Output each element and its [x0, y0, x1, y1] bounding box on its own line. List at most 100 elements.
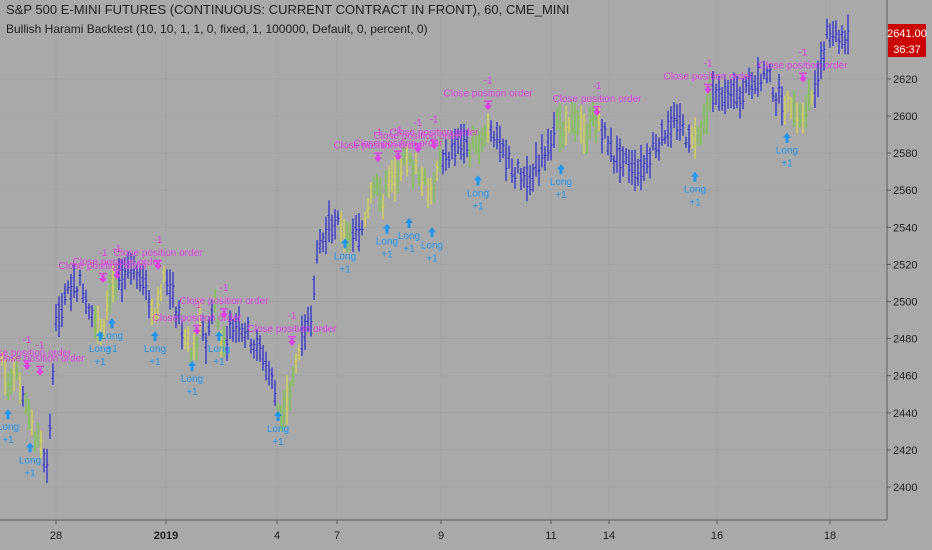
long-label: Long	[334, 251, 356, 262]
price-axis[interactable]: 2400 2420 2440 2460 2480 2500 2520 2540 2560 2580…	[887, 74, 917, 494]
long-qty: +1	[426, 253, 438, 264]
close-label: Close position order	[390, 127, 480, 138]
x-tick-label: 18	[824, 530, 836, 542]
up-arrow-icon	[96, 331, 104, 342]
close-order-marker: Close position order-1	[180, 283, 269, 319]
up-arrow-icon	[383, 223, 391, 234]
close-qty: -1	[288, 311, 297, 322]
down-arrow-icon	[193, 326, 201, 335]
close-qty: -1	[704, 59, 713, 70]
close-qty: -1	[593, 81, 602, 92]
long-entry-marker: Long +1	[101, 318, 123, 355]
long-entry-marker: Long +1	[0, 409, 19, 446]
bar-icon	[154, 259, 162, 262]
up-arrow-icon	[4, 409, 12, 420]
long-label: Long	[89, 344, 111, 355]
long-entry-marker: Long +1	[334, 238, 356, 275]
long-qty: +1	[781, 159, 793, 170]
bar-icon	[288, 336, 296, 338]
long-label: Long	[398, 231, 420, 242]
close-order-marker: Close position order -1	[59, 248, 149, 283]
close-label: Close position order	[59, 261, 149, 272]
up-arrow-icon	[428, 227, 436, 238]
long-qty: +1	[94, 357, 106, 368]
close-order-marker: Close position order-1	[553, 81, 642, 116]
up-arrow-icon	[405, 218, 413, 229]
close-qty: -1	[23, 335, 32, 346]
long-label: Long	[208, 344, 230, 355]
down-arrow-icon	[593, 108, 601, 116]
long-label: Long	[0, 422, 19, 433]
close-qty: -1	[113, 244, 122, 255]
long-entry-marker: Long +1	[181, 360, 203, 398]
long-entry-marker: Long +1	[550, 164, 572, 201]
y-tick-label: 2620	[893, 74, 917, 86]
long-entry-marker: Long +1	[398, 218, 420, 255]
close-label: Close position order	[334, 140, 424, 151]
long-qty: +1	[106, 344, 118, 355]
x-tick-label: 16	[711, 530, 723, 542]
y-tick-label: 2440	[893, 408, 917, 420]
bar-icon	[430, 139, 438, 141]
long-qty: +1	[149, 357, 161, 368]
countdown-box	[888, 41, 926, 57]
up-arrow-icon	[557, 164, 565, 175]
close-qty: -1	[430, 114, 439, 125]
close-order-marker: Close position order -1	[390, 114, 480, 150]
time-axis[interactable]: 28 2019 4 7 9 11 14 16 18	[50, 520, 836, 542]
close-order-marker: Close position order-1	[444, 75, 533, 111]
bar-icon	[99, 272, 107, 275]
long-qty: +1	[213, 357, 225, 368]
close-order-marker: Close position order-1	[354, 126, 444, 161]
long-entry-marker: Long +1	[376, 223, 398, 261]
x-tick-label: 4	[274, 530, 280, 542]
long-label: Long	[101, 331, 123, 342]
x-tick-label: 9	[438, 530, 444, 542]
close-label: Close position order	[114, 248, 204, 259]
long-qty: +1	[24, 468, 36, 479]
x-tick-label: 11	[545, 530, 556, 542]
close-qty: -1	[99, 248, 108, 259]
countdown-timer: 36:37	[893, 44, 921, 56]
close-qty: -1	[154, 235, 163, 246]
y-tick-label: 2500	[893, 297, 917, 309]
down-arrow-icon	[374, 154, 382, 163]
bar-icon	[704, 83, 712, 86]
close-order-marker: Close position order-1	[664, 59, 753, 94]
down-arrow-icon	[113, 271, 121, 280]
close-order-marker: Close position order-1	[153, 300, 242, 335]
x-tick-label: 7	[334, 530, 340, 542]
chart-title: S&P 500 E-MINI FUTURES (CONTINUOUS: CURR…	[6, 2, 570, 17]
bar-icon	[220, 308, 228, 310]
close-label: Close position order	[759, 61, 849, 72]
down-arrow-icon	[288, 338, 296, 347]
down-arrow-icon	[484, 102, 492, 111]
close-order-marker: Close position order-1	[114, 235, 204, 270]
up-arrow-icon	[783, 132, 791, 143]
bar-icon	[36, 365, 44, 368]
long-qty: +1	[403, 244, 415, 255]
up-arrow-icon	[188, 360, 196, 371]
down-arrow-icon	[154, 261, 162, 270]
long-entry-marker: Long +1	[267, 410, 289, 448]
up-arrow-icon	[274, 410, 282, 421]
close-order-marker: Close position order-1	[73, 244, 162, 280]
strategy-legend[interactable]: Bullish Harami Backtest (10, 10, 1, 1, 0…	[6, 22, 428, 36]
long-qty: +1	[339, 264, 351, 275]
long-qty: +1	[689, 198, 701, 209]
down-arrow-icon	[36, 367, 44, 376]
bar-icon	[394, 150, 402, 153]
close-label: Close position order	[354, 139, 444, 150]
y-tick-label: 2420	[893, 445, 917, 457]
close-order-marker: Close position order-1	[0, 335, 72, 371]
down-arrow-icon	[23, 362, 31, 371]
long-label: Long	[550, 177, 572, 188]
up-arrow-icon	[151, 331, 159, 342]
long-qty: +1	[186, 387, 198, 398]
up-arrow-icon	[215, 331, 223, 342]
bar-icon	[113, 269, 121, 271]
y-tick-label: 2400	[893, 482, 917, 494]
down-arrow-icon	[394, 152, 402, 161]
